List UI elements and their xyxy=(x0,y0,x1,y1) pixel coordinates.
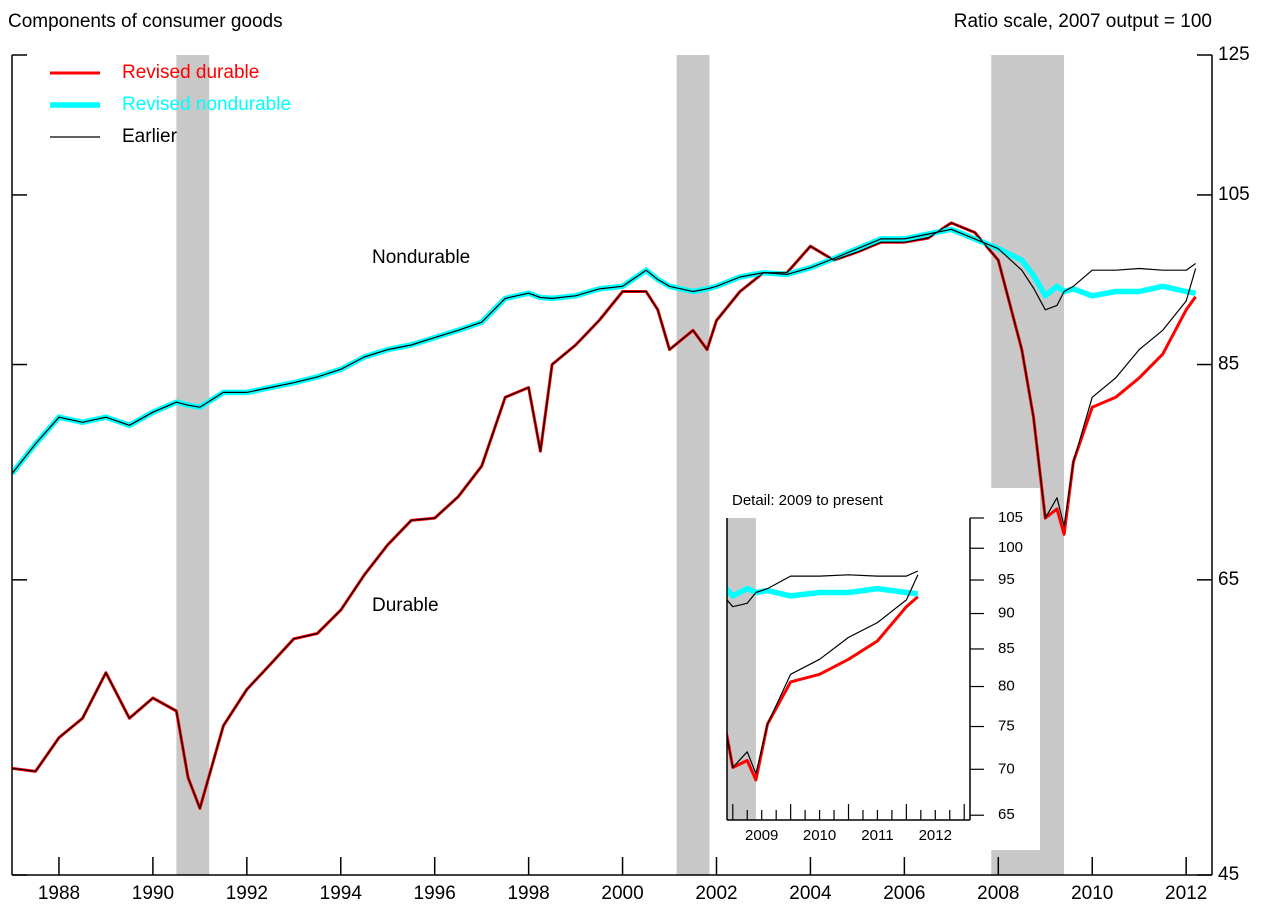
chart-subtitle: Ratio scale, 2007 output = 100 xyxy=(954,11,1212,32)
x-tick-label: 1998 xyxy=(507,883,549,904)
inset-y-tick-label: 90 xyxy=(998,605,1015,622)
inset-y-tick-label: 100 xyxy=(998,539,1023,556)
inset-x-tick-label: 2011 xyxy=(861,827,893,844)
y-tick-label: 125 xyxy=(1218,44,1250,65)
y-tick-label: 85 xyxy=(1218,354,1239,375)
x-tick-label: 2012 xyxy=(1165,883,1207,904)
x-tick-label: 2000 xyxy=(601,883,643,904)
recession-band xyxy=(676,55,710,875)
recession-band xyxy=(279,518,320,820)
inset-x-tick-label: 2009 xyxy=(745,827,778,844)
inset-y-tick-label: 75 xyxy=(998,717,1015,734)
x-tick-label: 1994 xyxy=(320,883,363,904)
x-tick-label: 1996 xyxy=(414,883,456,904)
inset-plot xyxy=(279,518,919,820)
series-line xyxy=(12,222,1197,809)
series-line xyxy=(727,585,919,599)
x-tick-label: 2004 xyxy=(789,883,832,904)
series-line xyxy=(727,574,919,775)
inset-background xyxy=(727,488,1040,850)
inset-x-tick-label: 2012 xyxy=(919,827,952,844)
main-plot xyxy=(12,55,1197,875)
series-line xyxy=(12,228,1196,474)
recession-band xyxy=(176,55,210,875)
x-tick-label: 2006 xyxy=(883,883,925,904)
inset-x-tick-label: 2010 xyxy=(803,827,836,844)
inset-y-tick-label: 105 xyxy=(998,509,1023,526)
x-tick-label: 1990 xyxy=(132,883,174,904)
inset-title: Detail: 2009 to present xyxy=(732,492,884,509)
x-tick-label: 2010 xyxy=(1071,883,1113,904)
y-tick-label: 45 xyxy=(1218,864,1239,885)
legend-label: Revised durable xyxy=(122,62,259,83)
annotation: Durable xyxy=(372,595,439,616)
x-tick-label: 2002 xyxy=(695,883,737,904)
y-tick-label: 105 xyxy=(1218,184,1250,205)
inset-y-tick-label: 70 xyxy=(998,760,1015,777)
x-tick-label: 1992 xyxy=(226,883,268,904)
inset-y-tick-label: 80 xyxy=(998,677,1015,694)
x-tick-label: 2008 xyxy=(977,883,1019,904)
series-line xyxy=(727,570,919,608)
legend-label: Revised nondurable xyxy=(122,94,291,115)
inset-y-tick-label: 85 xyxy=(998,640,1015,657)
inset-y-tick-label: 95 xyxy=(998,571,1015,588)
annotation: Nondurable xyxy=(372,247,470,268)
chart-title: Components of consumer goods xyxy=(8,11,283,32)
legend-label: Earlier xyxy=(122,126,178,147)
inset-y-tick-label: 65 xyxy=(998,806,1015,823)
x-tick-label: 1988 xyxy=(38,883,80,904)
y-tick-label: 65 xyxy=(1218,569,1239,590)
